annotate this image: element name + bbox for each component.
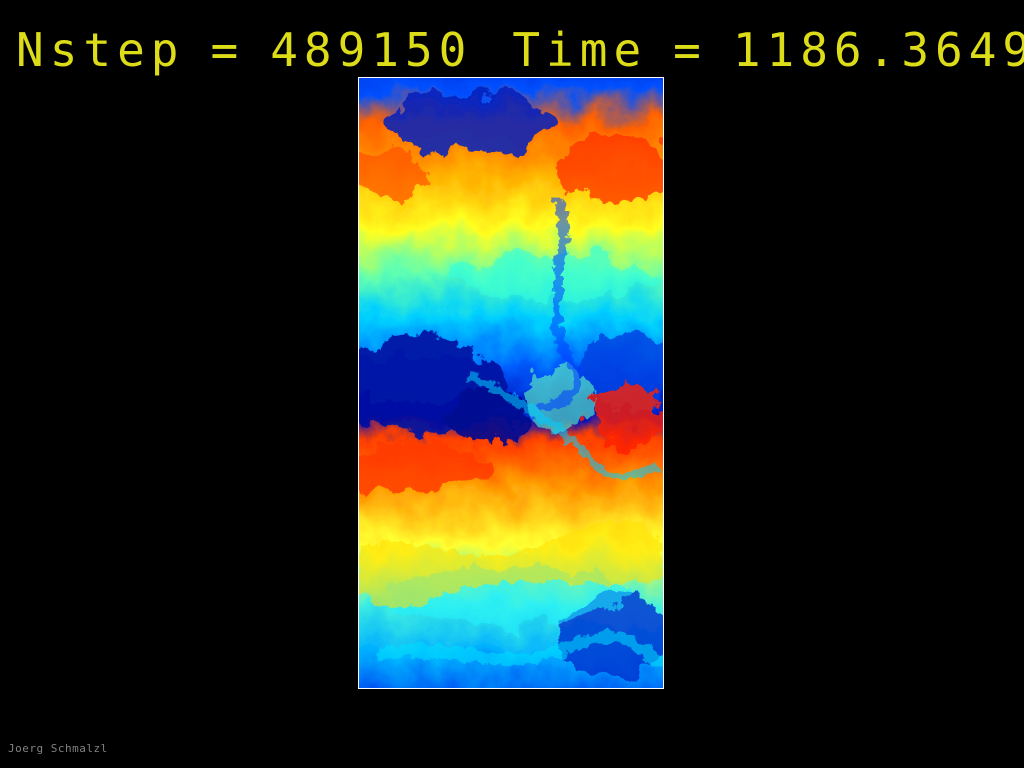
simulation-header: Nstep = 489150 Time = 1186.36499 [16,22,1024,78]
temperature-field-image [359,78,663,688]
nstep-equals: = [210,23,245,77]
time-equals: = [673,23,707,77]
nstep-label: Nstep [16,23,185,77]
nstep-value: 489150 [270,23,473,77]
time-value: 1186.36499 [732,23,1024,77]
author-credit: Joerg Schmalzl [8,742,108,755]
temperature-field-plot [358,77,664,689]
time-label: Time [512,23,648,77]
